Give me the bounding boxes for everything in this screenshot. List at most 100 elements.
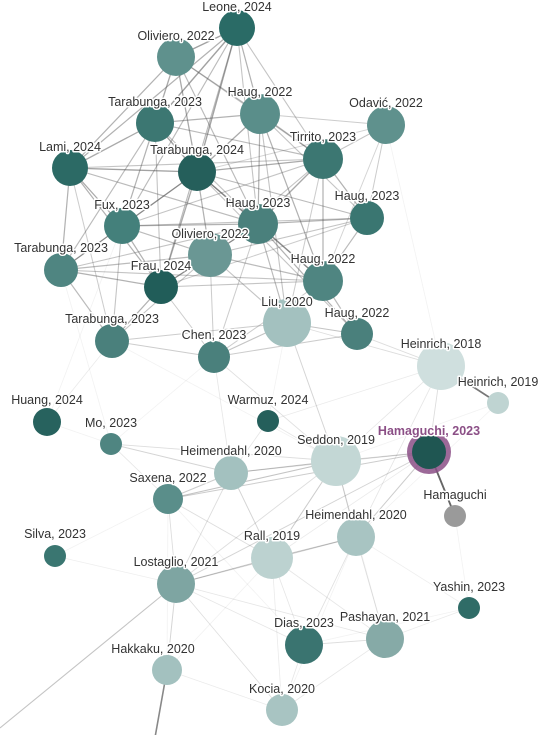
node-oliviero-2022a[interactable] — [157, 38, 195, 76]
node-label-heinrich-2019[interactable]: Heinrich, 2019 — [456, 374, 540, 391]
node-label-silva-2023[interactable]: Silva, 2023 — [23, 526, 88, 543]
edge-mo-2023-chen-2023 — [110, 356, 215, 445]
node-tarabunga-2023c[interactable] — [95, 324, 129, 358]
node-label-rall-2019[interactable]: Rall, 2019 — [242, 528, 301, 545]
node-fux-2023[interactable] — [104, 208, 140, 244]
node-label-haug-2022a[interactable]: Haug, 2022 — [226, 84, 294, 101]
node-label-haug-2023a[interactable]: Haug, 2023 — [333, 188, 401, 205]
node-label-kocia-2020[interactable]: Kocia, 2020 — [247, 681, 316, 698]
edge-kocia-2020-heimendahl-2020b — [281, 536, 357, 711]
node-label-fux-2023[interactable]: Fux, 2023 — [93, 197, 152, 214]
node-label-dias-2023[interactable]: Dias, 2023 — [273, 615, 336, 632]
edge-odavic-2022-haug-2022b — [322, 124, 387, 282]
node-label-haug-2022c[interactable]: Haug, 2022 — [323, 305, 391, 322]
node-dias-2023[interactable] — [285, 626, 323, 664]
node-hakkaku-2020[interactable] — [152, 655, 182, 685]
node-oliviero-2022b[interactable] — [188, 233, 232, 277]
node-label-hamaguchi-2023[interactable]: Hamaguchi, 2023 — [376, 423, 481, 440]
node-tarabunga-2023a[interactable] — [136, 104, 174, 142]
edge-leone-2024-lami-2024 — [69, 27, 238, 169]
node-lami-2024[interactable] — [52, 150, 88, 186]
nodes-layer — [33, 10, 509, 726]
node-label-tarabunga-2023c[interactable]: Tarabunga, 2023 — [64, 311, 161, 328]
node-liu-2020[interactable] — [263, 299, 311, 347]
node-pashayan-2021[interactable] — [366, 620, 404, 658]
node-label-lostaglio-2021[interactable]: Lostaglio, 2021 — [132, 554, 220, 571]
node-label-yashin-2023[interactable]: Yashin, 2023 — [431, 579, 506, 596]
node-label-huang-2024[interactable]: Huang, 2024 — [10, 392, 85, 409]
node-heimendahl-2020a[interactable] — [214, 456, 248, 490]
node-huang-2024[interactable] — [33, 408, 61, 436]
edge-haug-2022a-haug-2022b — [259, 113, 324, 282]
edge-tarabunga-2023c-seddon-2019 — [111, 340, 337, 462]
node-haug-2023b[interactable] — [238, 204, 278, 244]
node-leone-2024[interactable] — [219, 10, 255, 46]
node-saxena-2022[interactable] — [153, 484, 183, 514]
node-label-leone-2024[interactable]: Leone, 2024 — [201, 0, 274, 16]
node-label-odavic-2022[interactable]: Odavić, 2022 — [348, 95, 425, 112]
node-label-tirrito-2023[interactable]: Tirrito, 2023 — [288, 129, 357, 146]
node-label-warmuz-2024[interactable]: Warmuz, 2024 — [226, 392, 310, 409]
node-label-oliviero-2022a[interactable]: Oliviero, 2022 — [136, 28, 216, 45]
node-tarabunga-2024[interactable] — [178, 153, 216, 191]
node-silva-2023[interactable] — [44, 545, 66, 567]
edge-dias-2023-saxena-2022 — [167, 498, 305, 646]
edge-lostaglio-2021-kocia-2020 — [175, 583, 283, 711]
edge-seddon-2019-lostaglio-2021 — [175, 460, 337, 585]
node-heinrich-2018[interactable] — [417, 342, 465, 390]
node-label-heimendahl-2020a[interactable]: Heimendahl, 2020 — [179, 443, 284, 460]
node-label-tarabunga-2023b[interactable]: Tarabunga, 2023 — [13, 240, 110, 257]
node-yashin-2023[interactable] — [458, 597, 480, 619]
edge-odavic-2022-heinrich-2018 — [385, 124, 442, 367]
node-heinrich-2019[interactable] — [487, 392, 509, 414]
edge-tarabunga-2024-tirrito-2023 — [196, 158, 324, 173]
node-lostaglio-2021[interactable] — [157, 565, 195, 603]
node-label-hakkaku-2020[interactable]: Hakkaku, 2020 — [110, 641, 196, 658]
edge-silva-2023-saxena-2022 — [54, 498, 169, 557]
edge-huang-2024-tarabunga-2023c — [46, 340, 113, 423]
node-label-tarabunga-2023a[interactable]: Tarabunga, 2023 — [107, 94, 204, 111]
node-tarabunga-2023b[interactable] — [44, 253, 78, 287]
node-label-haug-2022b[interactable]: Haug, 2022 — [289, 251, 357, 268]
edge-kocia-2020-lostaglio-2021 — [175, 583, 283, 711]
node-label-chen-2023[interactable]: Chen, 2023 — [180, 327, 248, 344]
node-warmuz-2024[interactable] — [257, 410, 279, 432]
edge-tirrito-2023-liu-2020 — [286, 158, 324, 324]
node-label-pashayan-2021[interactable]: Pashayan, 2021 — [338, 609, 431, 626]
node-chen-2023[interactable] — [198, 341, 230, 373]
node-haug-2023a[interactable] — [350, 201, 384, 235]
edge-tarabunga-2023a-tarabunga-2023b — [60, 122, 156, 271]
node-label-frau-2024[interactable]: Frau, 2024 — [129, 258, 193, 275]
node-label-seddon-2019[interactable]: Seddon, 2019 — [296, 432, 377, 449]
node-mo-2023[interactable] — [100, 433, 122, 455]
node-haug-2022b[interactable] — [303, 261, 343, 301]
node-haug-2022a[interactable] — [240, 94, 280, 134]
node-label-heinrich-2018[interactable]: Heinrich, 2018 — [399, 336, 483, 353]
node-hamaguchi-2023[interactable] — [412, 435, 446, 469]
node-label-oliviero-2022b[interactable]: Oliviero, 2022 — [170, 226, 250, 243]
node-label-heimendahl-2020b[interactable]: Heimendahl, 2020 — [304, 507, 409, 524]
node-label-hamaguchi[interactable]: Hamaguchi — [422, 487, 488, 504]
node-hamaguchi[interactable] — [444, 505, 466, 527]
node-label-saxena-2022[interactable]: Saxena, 2022 — [128, 470, 208, 487]
node-label-liu-2020[interactable]: Liu, 2020 — [260, 294, 314, 311]
node-heimendahl-2020b[interactable] — [337, 518, 375, 556]
node-rall-2019[interactable] — [251, 537, 293, 579]
node-seddon-2019[interactable] — [311, 436, 361, 486]
edge-oliviero-2022a-tarabunga-2024 — [175, 56, 198, 173]
node-frau-2024[interactable] — [144, 270, 178, 304]
edge-heimendahl-2020a-mo-2023 — [110, 443, 232, 474]
edge-yashin-2023-hamaguchi — [454, 515, 470, 609]
edge-odavic-2022-tarabunga-2024 — [196, 124, 387, 173]
node-label-haug-2023b[interactable]: Haug, 2023 — [224, 195, 292, 212]
node-odavic-2022[interactable] — [367, 106, 405, 144]
edge-rall-2019-pashayan-2021 — [271, 557, 386, 640]
node-kocia-2020[interactable] — [266, 694, 298, 726]
node-haug-2022c[interactable] — [341, 318, 373, 350]
labels-layer: Leone, 2024 Oliviero, 2022 Tarabunga, 2023… — [10, 0, 540, 698]
node-label-lami-2024[interactable]: Lami, 2024 — [38, 139, 103, 156]
edge-tarabunga-2023c-chen-2023 — [111, 340, 215, 358]
node-label-mo-2023[interactable]: Mo, 2023 — [83, 415, 138, 432]
node-label-tarabunga-2024[interactable]: Tarabunga, 2024 — [149, 142, 246, 159]
node-tirrito-2023[interactable] — [303, 139, 343, 179]
